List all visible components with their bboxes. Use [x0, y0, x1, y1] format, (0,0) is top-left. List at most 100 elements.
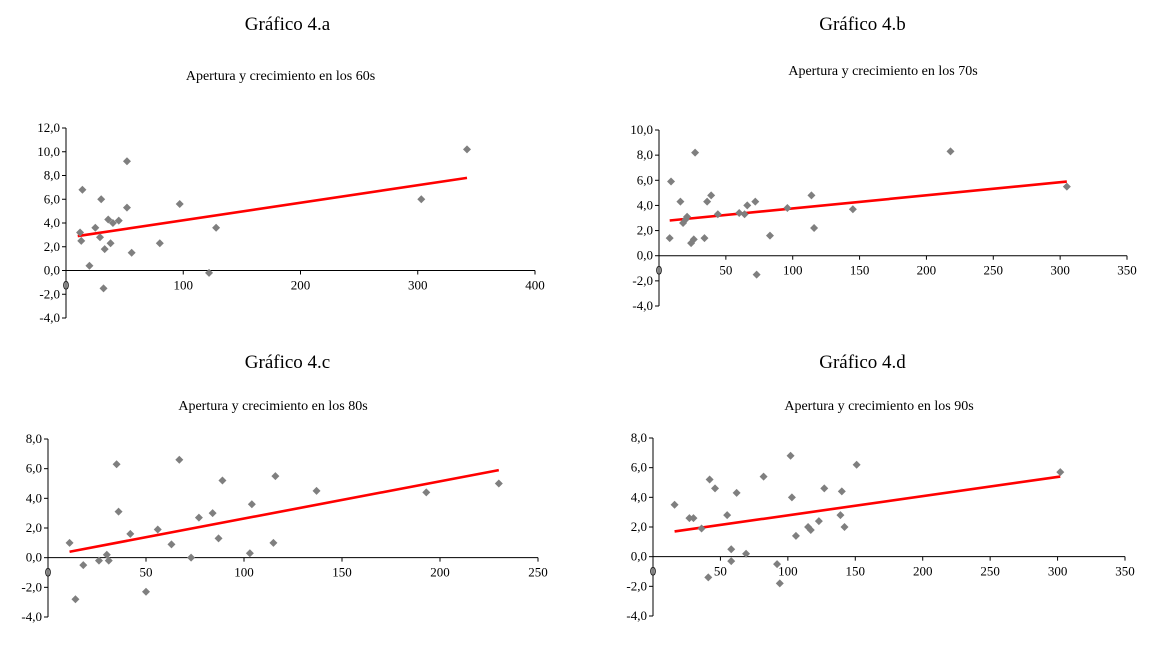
- data-point: [765, 231, 774, 240]
- y-tick-label: -2,0: [21, 579, 42, 594]
- data-point: [106, 239, 115, 248]
- data-point: [742, 549, 751, 558]
- x-tick-label: 0: [63, 278, 70, 293]
- data-point: [271, 472, 280, 481]
- x-tick-label: 350: [1115, 564, 1135, 579]
- chart-panel-b: Gráfico 4.b Apertura y crecimiento en lo…: [575, 0, 1150, 324]
- x-tick-label: 150: [850, 263, 870, 278]
- data-point: [97, 195, 106, 204]
- data-point: [104, 215, 113, 224]
- y-tick-label: 2,0: [44, 239, 60, 254]
- data-point: [732, 488, 741, 497]
- x-tick-label: 150: [332, 565, 352, 580]
- x-tick-label: 50: [719, 263, 732, 278]
- scatter-chart-d: Apertura y crecimiento en los 90s -4,0 -2,…: [626, 399, 1135, 623]
- y-tick-label: 8,0: [26, 431, 42, 446]
- data-point: [122, 157, 131, 166]
- x-tick-label: 100: [234, 565, 254, 580]
- trendline: [669, 180, 1067, 222]
- data-point: [153, 525, 162, 534]
- y-tick-label: 4,0: [26, 490, 42, 505]
- data-point: [665, 234, 674, 243]
- data-point: [691, 148, 700, 157]
- data-point: [689, 235, 698, 244]
- data-point: [85, 261, 94, 270]
- data-point: [700, 234, 709, 243]
- y-tick-label: 0,0: [631, 549, 647, 564]
- y-tick-label: -4,0: [39, 310, 60, 325]
- y-tick-label: -2,0: [39, 286, 60, 301]
- chart-panel-c: Gráfico 4.c Apertura y crecimiento en lo…: [0, 324, 575, 648]
- data-point: [837, 487, 846, 496]
- data-point: [740, 210, 749, 219]
- data-point: [683, 212, 692, 221]
- x-tick-label: 250: [984, 263, 1004, 278]
- data-point: [783, 203, 792, 212]
- data-point: [727, 545, 736, 554]
- data-point: [214, 534, 223, 543]
- data-point: [703, 197, 712, 206]
- trendline: [69, 468, 500, 554]
- data-point: [676, 197, 685, 206]
- data-point: [175, 200, 184, 208]
- chart-title: Apertura y crecimiento en los 70s: [788, 64, 977, 79]
- x-tick-label: 400: [525, 278, 545, 293]
- data-point: [743, 201, 752, 210]
- data-point: [212, 223, 221, 232]
- data-point: [126, 529, 135, 538]
- data-point: [194, 513, 203, 522]
- data-point: [114, 507, 123, 516]
- y-tick-label: -2,0: [626, 578, 647, 593]
- data-point: [723, 511, 732, 520]
- chart-title: Apertura y crecimiento en los 90s: [784, 399, 973, 414]
- data-point: [810, 224, 819, 233]
- scatter-chart-a: Apertura y crecimiento en los 60s -4,0 -2,…: [37, 69, 545, 325]
- y-tick-label: -2,0: [632, 273, 653, 288]
- y-tick-label: 8,0: [631, 430, 647, 445]
- x-tick-label: 100: [174, 278, 194, 293]
- data-point: [79, 561, 88, 570]
- data-point: [112, 460, 121, 469]
- data-point: [946, 147, 955, 156]
- chart-panel-a: Gráfico 4.a Apertura y crecimiento en lo…: [0, 0, 575, 325]
- trendline: [77, 176, 468, 238]
- data-point: [142, 587, 150, 596]
- data-point: [1062, 182, 1071, 191]
- data-point: [99, 284, 108, 293]
- data-point: [751, 197, 760, 206]
- data-point: [791, 531, 800, 540]
- data-point: [91, 223, 100, 232]
- data-point: [727, 557, 736, 566]
- y-tick-label: 10,0: [37, 144, 60, 159]
- x-tick-label: 0: [656, 263, 663, 278]
- data-point: [685, 514, 694, 523]
- y-tick-label: 2,0: [26, 520, 42, 535]
- x-tick-label: 250: [528, 565, 548, 580]
- y-tick-label: 6,0: [44, 191, 60, 206]
- data-point: [122, 203, 131, 212]
- data-point: [175, 455, 184, 464]
- trendline: [674, 475, 1061, 533]
- data-point: [735, 208, 744, 217]
- y-tick-label: -4,0: [21, 609, 42, 624]
- data-point: [205, 268, 214, 277]
- data-point: [840, 523, 849, 531]
- y-tick-label: 0,0: [44, 263, 60, 278]
- data-point: [848, 205, 857, 214]
- x-tick-label: 100: [778, 564, 798, 579]
- data-point: [114, 216, 123, 225]
- data-point: [707, 191, 716, 200]
- data-point: [245, 549, 254, 558]
- data-point: [96, 233, 105, 242]
- data-point: [820, 484, 829, 493]
- y-tick-label: 6,0: [631, 460, 647, 475]
- data-point: [155, 239, 164, 248]
- y-tick-label: 12,0: [37, 120, 60, 135]
- data-point: [247, 500, 256, 509]
- x-tick-label: 0: [45, 565, 52, 580]
- y-tick-label: 4,0: [631, 489, 647, 504]
- data-point: [806, 525, 815, 534]
- y-tick-label: 6,0: [637, 172, 653, 187]
- data-point: [127, 248, 136, 257]
- data-point: [78, 185, 87, 194]
